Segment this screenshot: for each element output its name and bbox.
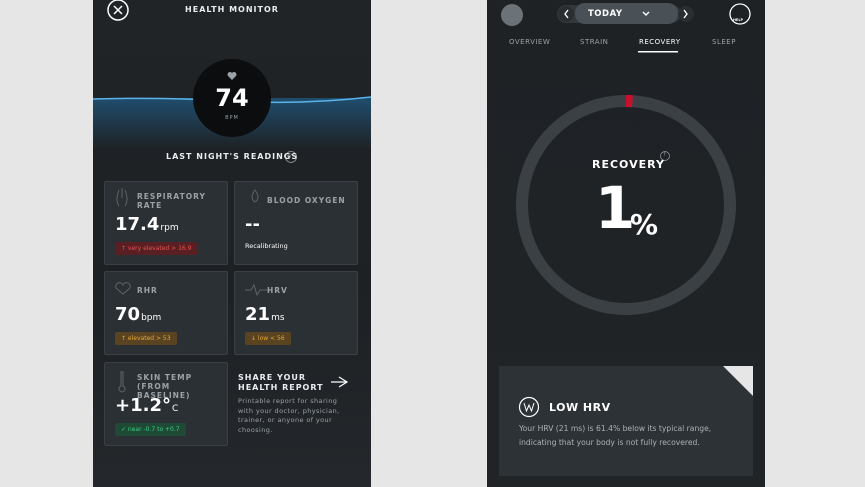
status-badge: ↑ very elevated > 16.9 <box>115 242 198 255</box>
recovery-arc <box>516 95 736 315</box>
today-pill[interactable] <box>575 3 678 24</box>
tab[interactable]: OVERVIEW <box>509 38 551 46</box>
reading-card[interactable]: RESPIRATORY RATE 17.4rpm ↑ very elevated… <box>104 181 228 265</box>
share-title[interactable]: SHARE YOUR HEALTH REPORT <box>238 373 324 392</box>
screen-title: HEALTH MONITOR <box>185 5 279 14</box>
recovery-label: RECOVERY <box>592 158 665 171</box>
insight-logo <box>523 402 535 413</box>
help-label: HELP <box>733 18 744 22</box>
value: 70 <box>115 304 141 325</box>
card-label: SKIN TEMP (FROM BASELINE) <box>137 373 193 400</box>
close-icon <box>113 5 123 15</box>
insight-icon <box>518 396 540 418</box>
value: -- <box>245 214 260 235</box>
insight-card[interactable] <box>499 366 753 476</box>
info-icon[interactable] <box>660 151 670 161</box>
close-button[interactable] <box>107 0 129 21</box>
unit: C <box>171 404 179 414</box>
value: 21 <box>245 304 271 325</box>
left-graphics <box>93 0 371 388</box>
card-value: 21ms <box>245 304 285 325</box>
insight-title: LOW HRV <box>549 401 611 414</box>
heart-rate-unit: BPM <box>225 115 239 121</box>
help-button[interactable] <box>729 3 751 25</box>
unit: rpm <box>160 223 179 233</box>
card-value: 17.4rpm <box>115 214 179 235</box>
card-label: RESPIRATORY RATE <box>137 192 206 210</box>
heart-rate-value: 74 <box>215 84 249 112</box>
share-arrow[interactable] <box>331 376 349 388</box>
tab-active[interactable]: RECOVERY <box>639 38 681 46</box>
reading-card[interactable]: BLOOD OXYGEN -- Recalibrating <box>234 181 358 265</box>
card-value: 70bpm <box>115 304 161 325</box>
reading-card[interactable]: SKIN TEMP (FROM BASELINE) +1.2°C ✓ near … <box>104 362 228 446</box>
prev-day[interactable] <box>558 6 574 22</box>
card-label: HRV <box>267 286 288 295</box>
health-monitor-screen: HEALTH MONITOR 74 BPM LAST NIGHT'S READI… <box>93 0 371 487</box>
reading-card[interactable]: HRV 21ms ↓ low < 56 <box>234 271 358 355</box>
value: 17.4 <box>115 214 160 235</box>
unit: ms <box>271 313 285 323</box>
insight-text: Your HRV (21 ms) is 61.4% below its typi… <box>519 424 712 447</box>
card-value: -- <box>245 214 260 235</box>
status-badge: ↑ elevated > 53 <box>115 332 177 345</box>
info-glyph: ? <box>289 153 293 160</box>
card-value: +1.2°C <box>115 395 178 416</box>
recovery-unit: % <box>630 208 659 241</box>
card-label: RHR <box>137 286 158 295</box>
right-graphics <box>499 3 753 476</box>
info-icon[interactable] <box>285 151 297 163</box>
status-text: Recalibrating <box>245 242 288 250</box>
next-day[interactable] <box>678 6 694 22</box>
unit: bpm <box>141 313 162 323</box>
status-badge: ↓ low < 56 <box>245 332 291 345</box>
day-label: TODAY <box>588 9 623 19</box>
status-badge: ✓ near -0.7 to +0.7 <box>115 423 186 436</box>
card-fold <box>723 366 753 396</box>
tab[interactable]: STRAIN <box>580 38 609 46</box>
recovery-value: 1 <box>595 174 636 242</box>
avatar[interactable] <box>501 4 523 26</box>
heart-icon <box>227 72 237 80</box>
heart-rate-circle <box>193 59 271 137</box>
readings-title: LAST NIGHT'S READINGS <box>166 152 299 161</box>
tab-underline <box>638 51 678 53</box>
reading-card[interactable]: RHR 70bpm ↑ elevated > 53 <box>104 271 228 355</box>
chevrons <box>564 9 688 19</box>
recovery-screen: TODAY HELP OVERVIEW STRAIN RECOVERY SLEE… <box>487 0 765 487</box>
value: +1.2° <box>115 395 171 416</box>
card-label: BLOOD OXYGEN <box>267 196 346 205</box>
share-text: Printable report for sharing with your d… <box>238 397 340 434</box>
info-glyph: ? <box>663 152 666 158</box>
tab[interactable]: SLEEP <box>712 38 736 46</box>
